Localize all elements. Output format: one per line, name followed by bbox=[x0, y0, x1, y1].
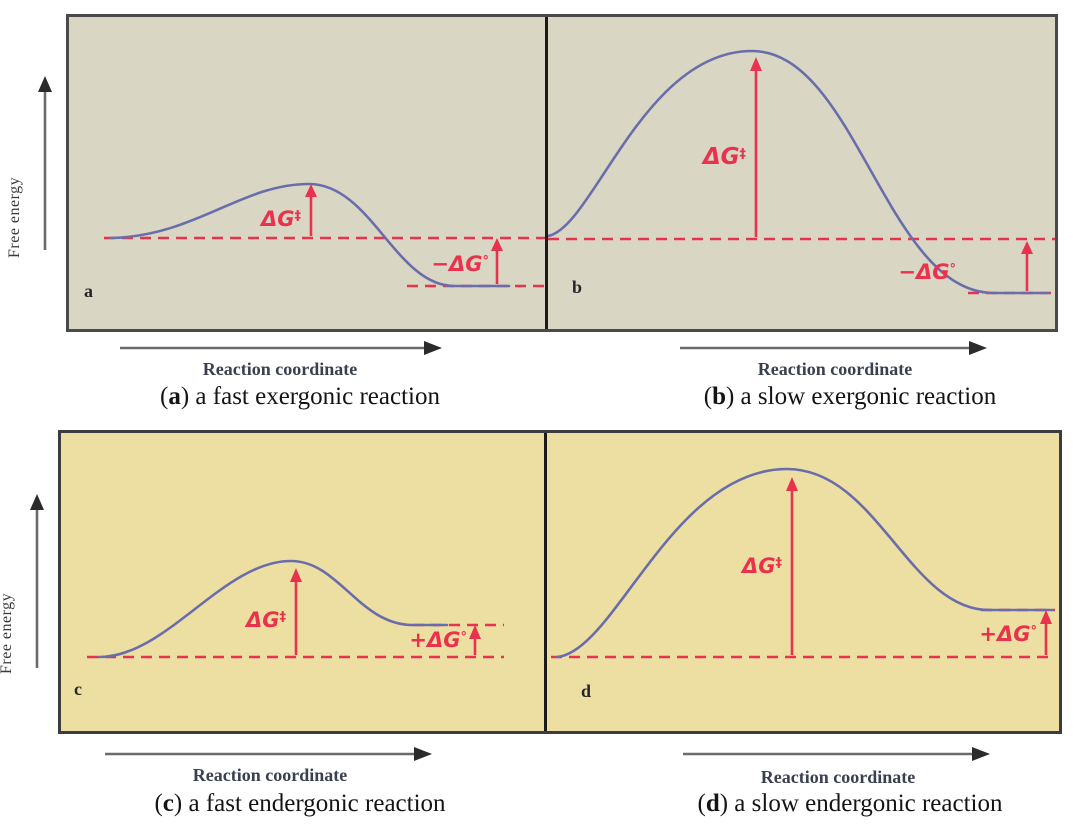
free-energy-change-label: +ΔG° bbox=[979, 622, 1037, 646]
y-axis-arrow bbox=[38, 76, 52, 250]
free-energy-change-label: −ΔG° bbox=[898, 260, 956, 284]
y-axis-arrow bbox=[30, 494, 44, 668]
x-axis-label: Reaction coordinate bbox=[192, 765, 348, 785]
x-axis-arrow bbox=[680, 341, 987, 355]
x-axis-label: Reaction coordinate bbox=[202, 359, 358, 379]
panel-letter: a bbox=[84, 281, 93, 301]
y-axis-label: Free energy bbox=[0, 592, 15, 674]
activation-energy-label: ΔG‡ bbox=[702, 144, 746, 170]
arrow-head-icon bbox=[469, 625, 481, 639]
arrow-head-icon bbox=[1040, 610, 1052, 624]
panel-divider bbox=[545, 17, 548, 329]
free-energy-change-label: −ΔG° bbox=[431, 252, 489, 276]
caption-a: (a) a fast exergonic reaction bbox=[160, 383, 440, 410]
panel-a-plot bbox=[104, 182, 545, 288]
arrow-head-icon bbox=[750, 57, 762, 71]
panel-d-plot bbox=[551, 467, 1055, 659]
panel-letter: c bbox=[74, 679, 82, 699]
free-energy-change-label: +ΔG° bbox=[409, 628, 467, 652]
caption-d: (d) a slow endergonic reaction bbox=[697, 790, 1003, 817]
panel-d: ΔG‡ +ΔG° d bbox=[547, 433, 1059, 731]
panel-c: ΔG‡ +ΔG° c bbox=[61, 433, 544, 731]
arrow-head-icon bbox=[305, 184, 317, 197]
activation-energy-label: ΔG‡ bbox=[246, 608, 286, 632]
panel-a: ΔG‡ −ΔG° a bbox=[69, 17, 545, 329]
energy-curve bbox=[109, 182, 511, 288]
top-panels-box: ΔG‡ −ΔG° a ΔG‡ −ΔG° b bbox=[66, 14, 1058, 332]
x-axis-arrow bbox=[105, 747, 432, 761]
panel-letter: b bbox=[572, 277, 583, 297]
panel-letter: d bbox=[581, 681, 592, 701]
energy-curve bbox=[555, 467, 1055, 659]
arrow-head-icon bbox=[1021, 241, 1033, 254]
activation-energy-label: ΔG‡ bbox=[261, 207, 301, 231]
x-axis-arrow bbox=[120, 341, 442, 355]
activation-energy-label: ΔG‡ bbox=[742, 554, 782, 578]
energy-curve bbox=[548, 49, 1050, 295]
arrow-head-icon bbox=[786, 477, 798, 491]
panel-c-plot bbox=[87, 559, 504, 659]
bottom-panels-box: ΔG‡ +ΔG° c ΔG‡ +ΔG° d bbox=[58, 430, 1062, 734]
arrow-head-icon bbox=[491, 238, 503, 251]
panel-b-plot bbox=[548, 49, 1055, 295]
panel-divider bbox=[544, 433, 547, 731]
y-axis-label: Free energy bbox=[6, 176, 23, 258]
arrow-head-icon bbox=[290, 568, 302, 582]
panel-b: ΔG‡ −ΔG° b bbox=[548, 17, 1055, 329]
x-axis-label: Reaction coordinate bbox=[760, 767, 916, 787]
x-axis-arrow bbox=[683, 747, 990, 761]
caption-c: (c) a fast endergonic reaction bbox=[154, 790, 446, 817]
energy-curve bbox=[97, 559, 449, 659]
caption-b: (b) a slow exergonic reaction bbox=[703, 383, 997, 410]
x-axis-label: Reaction coordinate bbox=[757, 359, 913, 379]
